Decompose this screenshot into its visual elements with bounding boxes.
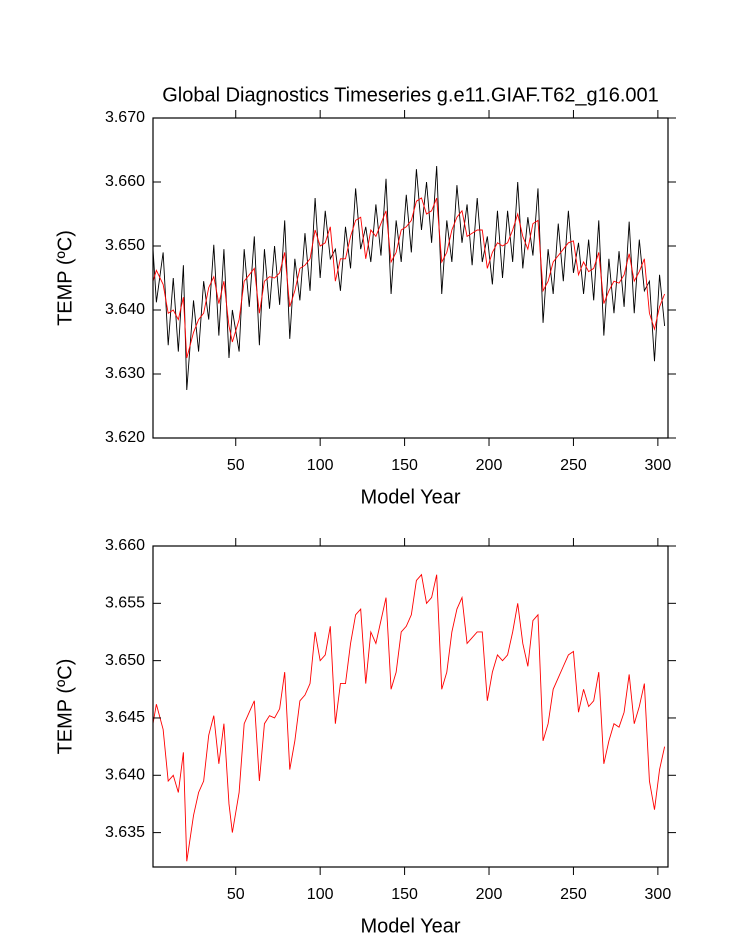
y-tick-label: 3.650 (105, 237, 145, 254)
y-tick-label: 3.635 (105, 824, 145, 841)
plot-frame (152, 117, 669, 439)
y-axis-label: TEMP (ºC) (54, 230, 76, 326)
x-axis-label: Model Year (360, 486, 460, 508)
series-line (153, 165, 666, 391)
series-line (153, 573, 666, 862)
y-tick-label: 3.640 (105, 767, 145, 784)
y-tick-label: 3.640 (105, 301, 145, 318)
x-tick-label: 300 (645, 886, 672, 903)
x-tick-label: 300 (645, 457, 672, 474)
y-tick-label: 3.655 (105, 595, 145, 612)
x-tick-label: 50 (227, 457, 245, 474)
y-tick-label: 3.645 (105, 709, 145, 726)
y-tick-label: 3.630 (105, 365, 145, 382)
y-tick-label: 3.660 (105, 537, 145, 554)
x-tick-label: 250 (560, 457, 587, 474)
plot-frame (152, 545, 669, 868)
y-tick-label: 3.670 (105, 109, 145, 126)
x-axis-label: Model Year (360, 915, 460, 937)
y-tick-label: 3.660 (105, 173, 145, 190)
x-tick-label: 250 (560, 886, 587, 903)
x-tick-label: 50 (227, 886, 245, 903)
x-tick-label: 150 (391, 457, 418, 474)
series-line (153, 197, 666, 359)
y-tick-label: 3.650 (105, 652, 145, 669)
x-tick-label: 150 (391, 886, 418, 903)
x-tick-label: 100 (307, 886, 334, 903)
chart-title: Global Diagnostics Timeseries g.e11.GIAF… (162, 84, 659, 106)
y-tick-label: 3.620 (105, 429, 145, 446)
x-tick-label: 200 (476, 457, 503, 474)
x-tick-label: 100 (307, 457, 334, 474)
y-axis-label: TEMP (ºC) (54, 659, 76, 755)
x-tick-label: 200 (476, 886, 503, 903)
